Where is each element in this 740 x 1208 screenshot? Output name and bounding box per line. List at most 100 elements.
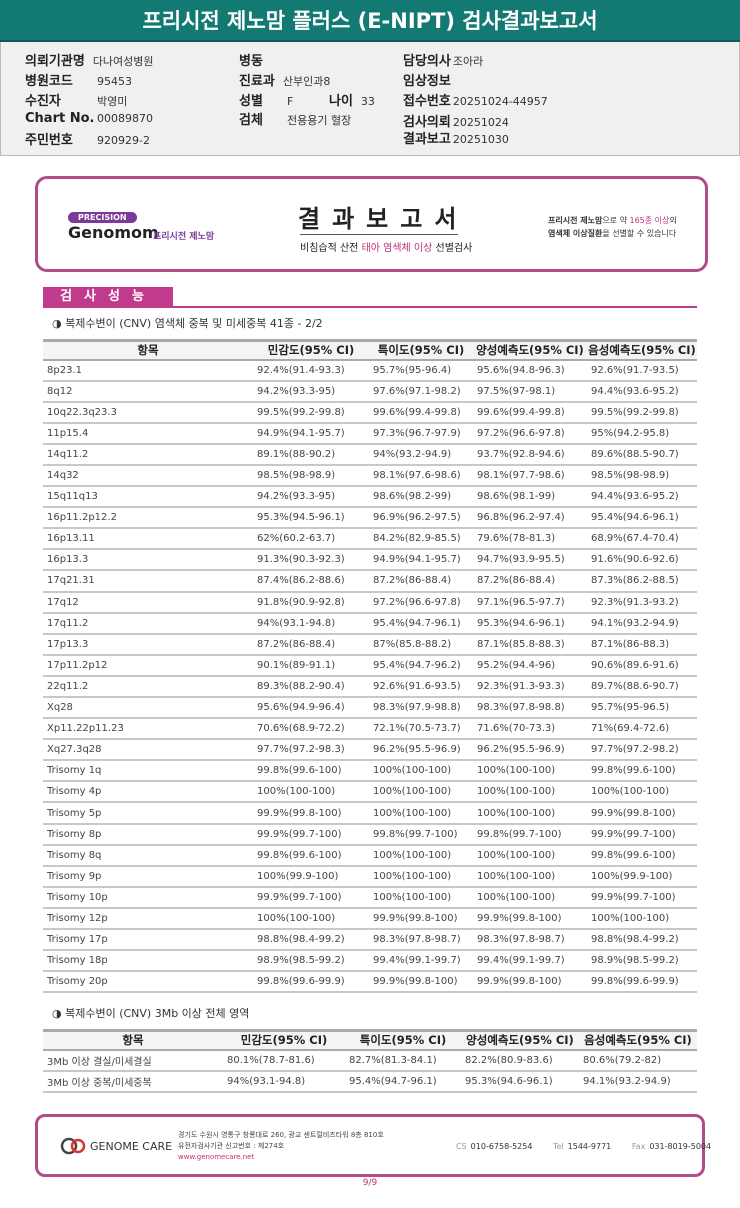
cell-item: Xp11.22p11.23: [43, 718, 253, 741]
label: 진료과: [239, 74, 275, 89]
cell-value: 68.9%(67.4-70.4): [587, 528, 697, 551]
cell-value: 99.8%(99.7-100): [473, 823, 587, 846]
text: 염색체 이상질환: [548, 229, 603, 238]
label: 결과보고: [403, 132, 451, 147]
column-header: 민감도(95% CI): [253, 339, 369, 361]
cell-value: 92.6%(91.6-93.5): [369, 675, 473, 699]
cell-value: 94.4%(93.6-95.2): [587, 486, 697, 509]
cell-item: Xq28: [43, 697, 253, 720]
text: 의: [669, 216, 677, 225]
cell-value: 98.1%(97.7-98.6): [473, 464, 587, 488]
cell-value: 87.4%(86.2-88.6): [253, 570, 369, 593]
cell-value: 99.9%(99.8-100): [587, 802, 697, 825]
cell-value: 100%(100-100): [369, 760, 473, 783]
age-field: 나이 33: [329, 90, 375, 109]
cs-label: CS: [456, 1142, 467, 1151]
cell-value: 99.8%(99.6-100): [253, 760, 369, 783]
cell-item: Trisomy 8p: [43, 823, 253, 846]
cell-value: 94.1%(93.2-94.9): [579, 1070, 697, 1093]
patient-field: 수진자 박영미: [25, 90, 127, 109]
cell-value: 92.3%(91.3-93.2): [587, 591, 697, 614]
cell-item: 8p23.1: [43, 359, 253, 382]
cell-value: 92.3%(91.3-93.3): [473, 675, 587, 699]
cell-value: 87%(85.8-88.2): [369, 633, 473, 656]
highlight: 태아 염색체 이상: [361, 243, 433, 254]
cell-item: 16p11.2p12.2: [43, 507, 253, 530]
value: F: [287, 95, 294, 108]
cell-value: 94.2%(93.3-95): [253, 380, 369, 403]
doctor-field: 담당의사 조아라: [403, 50, 483, 69]
cell-value: 79.6%(78-81.3): [473, 528, 587, 551]
value: 박영미: [97, 95, 128, 108]
cell-item: 3Mb 이상 결실/미세결실: [43, 1049, 223, 1072]
cell-value: 100%(100-100): [369, 865, 473, 888]
sex-field: 성별 F: [239, 90, 293, 109]
value: 20251030: [452, 133, 509, 146]
table-row: Trisomy 12p 100%(100-100) 99.9%(99.8-100) 9…: [43, 907, 697, 931]
cell-value: 97.7%(97.2-98.3): [253, 739, 369, 762]
cell-value: 100%(100-100): [369, 844, 473, 867]
footer-address: 경기도 수원시 영통구 창룡대로 260, 광교 센트럴비즈타워 8층 810호…: [178, 1130, 384, 1163]
cell-value: 99.8%(99.6-99.9): [253, 971, 369, 994]
cell-value: 71%(69.4-72.6): [587, 718, 697, 741]
cell-value: 96.2%(95.5-96.9): [473, 739, 587, 762]
text: 프리시전 제노맘: [548, 216, 603, 225]
cell-value: 99.9%(99.7-100): [587, 886, 697, 909]
cell-value: 98.3%(97.8-98.7): [369, 929, 473, 952]
label: 주민번호: [25, 133, 73, 148]
cell-value: 94%(93.1-94.8): [253, 612, 369, 635]
cell-value: 99.9%(99.8-100): [473, 971, 587, 994]
cell-value: 89.3%(88.2-90.4): [253, 675, 369, 699]
cell-value: 96.2%(95.5-96.9): [369, 739, 473, 762]
cell-value: 96.8%(96.2-97.4): [473, 507, 587, 530]
cell-value: 95.6%(94.8-96.3): [473, 359, 587, 382]
cell-value: 98.9%(98.5-99.2): [587, 950, 697, 973]
table-row: 17q11.2 94%(93.1-94.8) 95.4%(94.7-96.1) 95.…: [43, 612, 697, 635]
website-link[interactable]: www.genomecare.net: [178, 1153, 255, 1161]
label: 수진자: [25, 94, 61, 109]
table-row: 16p13.11 62%(60.2-63.7) 84.2%(82.9-85.5) 79…: [43, 528, 697, 551]
cell-value: 99.9%(99.8-100): [253, 802, 369, 825]
table-row: 8q12 94.2%(93.3-95) 97.6%(97.1-98.2) 97.5%(…: [43, 380, 697, 403]
cnv-3mb-table: 항목 민감도(95% CI) 특이도(95% CI) 양성예측도(95% CI) 음성예…: [43, 1029, 697, 1093]
cell-item: 16p13.11: [43, 528, 253, 551]
cell-value: 100%(99.9-100): [253, 865, 369, 888]
cell-item: Trisomy 20p: [43, 971, 253, 994]
table-row: Trisomy 8p 99.9%(99.7-100) 99.8%(99.7-100)…: [43, 823, 697, 846]
request-date-field: 검사의뢰 20251024: [403, 111, 509, 130]
cell-item: Trisomy 12p: [43, 907, 253, 931]
cell-value: 99.9%(99.8-100): [473, 907, 587, 931]
value: 920929-2: [97, 134, 150, 147]
cell-item: Xq27.3q28: [43, 739, 253, 762]
value: 다나여성병원: [92, 55, 154, 68]
cell-value: 99.5%(99.2-99.8): [253, 401, 369, 424]
value: 33: [360, 95, 375, 108]
cell-value: 99.4%(99.1-99.7): [473, 950, 587, 973]
cell-value: 70.6%(68.9-72.2): [253, 718, 369, 741]
cell-value: 98.8%(98.4-99.2): [587, 929, 697, 952]
cell-value: 100%(100-100): [369, 781, 473, 804]
value: 95453: [97, 75, 132, 88]
table-row: 14q32 98.5%(98-98.9) 98.1%(97.6-98.6) 98.1%…: [43, 464, 697, 488]
cell-value: 95.4%(94.7-96.2): [369, 654, 473, 677]
divider: [300, 234, 458, 235]
cell-value: 100%(100-100): [473, 886, 587, 909]
cell-value: 95.3%(94.6-96.1): [473, 612, 587, 635]
cell-value: 100%(100-100): [253, 781, 369, 804]
clinical-info-field: 임상정보: [403, 70, 459, 89]
cell-value: 89.1%(88-90.2): [253, 443, 369, 466]
cell-value: 100%(99.9-100): [587, 865, 697, 888]
cell-item: 16p13.3: [43, 549, 253, 572]
cell-item: Trisomy 4p: [43, 781, 253, 804]
label: 나이: [329, 94, 353, 109]
table-row: 16p11.2p12.2 95.3%(94.5-96.1) 96.9%(96.2-9…: [43, 507, 697, 530]
cell-value: 99.9%(99.7-100): [253, 886, 369, 909]
cell-value: 98.5%(98-98.9): [253, 464, 369, 488]
cell-value: 99.8%(99.6-99.9): [587, 971, 697, 994]
cell-item: Trisomy 1q: [43, 760, 253, 783]
cell-value: 87.2%(86-88.4): [473, 570, 587, 593]
footer-contacts: CS 010-6758-5254 Tel 1544-9771 Fax 031-8019…: [456, 1142, 711, 1151]
cell-item: 15q11q13: [43, 486, 253, 509]
value: 00089870: [97, 112, 153, 125]
cell-value: 99.9%(99.8-100): [369, 907, 473, 931]
